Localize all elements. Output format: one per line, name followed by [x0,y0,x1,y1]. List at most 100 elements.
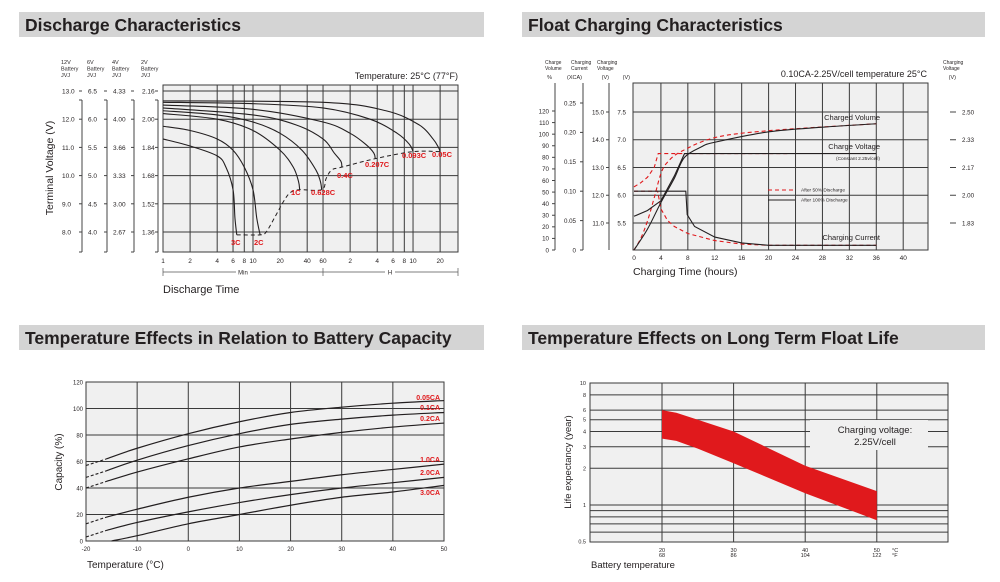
discharge-temperature-note: Temperature: 25°C (77°F) [355,71,458,81]
capacity-curve-0.2CA [106,422,445,482]
discharge-curve-2C [162,125,261,235]
header-float-charging: Float Charging Characteristics [522,12,985,37]
discharge-rate-label: 1C [291,188,301,197]
float-plot-area [632,82,929,251]
float-voltage6-tick-label: 5.5 [617,220,626,227]
life-annotation-bg [810,420,928,450]
capacity-curve-3.0CA [111,484,445,542]
float-x-tick-label: 24 [792,255,800,262]
capacity-x-tick-label: -20 [82,547,91,553]
float-current-tick-label: 0.20 [564,130,577,137]
discharge-y-column-header: Battery [87,67,105,73]
capacity-x-tick-label: 10 [236,547,243,553]
float-volume-tick-label: 10 [542,236,549,243]
discharge-rate-label: 3C [231,238,241,247]
discharge-curve-0.207C [162,104,376,159]
life-x-tick-fahrenheit: 104 [801,553,810,559]
discharge-y-column-header: 6V [87,60,94,66]
discharge-y-tick-label: 4.0 [88,230,97,237]
discharge-y-tick-label: 4.5 [88,201,97,208]
discharge-x-tick-label: 4 [375,258,379,265]
float-legend-label-50: After 50% Discharge [801,188,845,194]
life-y-tick-label: 3 [583,445,586,451]
capacity-rate-label: 0.1CA [420,405,440,412]
float-voltage6-tick-label: 6.0 [617,193,626,200]
discharge-x-tick-label: 10 [249,258,257,265]
discharge-y-tick-label: 10.0 [62,173,75,180]
float-voltage6-axis-unit: (V) [623,75,631,81]
float-x-tick-label: 20 [765,255,773,262]
life-y-tick-label: 5 [583,418,586,424]
discharge-y-tick-label: 13.0 [62,89,75,96]
capacity-curve-extrapolated-0.1CA [85,470,107,478]
discharge-x-tick-label: 20 [437,258,445,265]
float-volume-tick-label: 60 [542,178,549,185]
discharge-x-tick-label: 40 [304,258,312,265]
discharge-x-tick-label: 2 [348,258,352,265]
life-expectancy-band [662,410,877,521]
float-voltage2-tick-label: 2.17 [962,165,975,172]
float-current-axis-unit: (XCA) [567,75,582,81]
float-x-tick-label: 4 [659,255,663,262]
discharge-min-label-bg [236,268,250,276]
life-x-axis-title: Battery temperature [591,560,675,571]
discharge-y-column-header: Battery [112,67,130,73]
discharge-y-tick-label: 5.0 [88,173,97,180]
float-current-tick-label: 0.25 [564,100,577,107]
float-legend-label-100: After 100% Discharge [801,198,848,204]
float-voltage-curve [633,153,789,188]
discharge-rate-label: 0.4C [337,171,353,180]
discharge-curve-0.628C [162,110,323,190]
float-volume-tick-label: 40 [542,201,549,208]
discharge-rate-label: 0.628C [311,188,336,197]
life-annotation-line2: 2.25V/cell [854,437,896,448]
discharge-x-axis-title: Discharge Time [163,284,239,296]
float-current-axis-header: Current [571,66,588,72]
capacity-rate-label: 3.0CA [420,490,440,497]
float-x-tick-label: 36 [873,255,881,262]
discharge-y-column-header: 4V [112,60,119,66]
float-volume-label: Charged Volume [824,113,880,122]
capacity-curve-0.1CA [106,411,445,472]
life-y-tick-label: 2 [583,466,586,472]
float-volume-tick-label: 70 [542,166,549,173]
discharge-rate-label: 0.207C [365,160,390,169]
float-x-tick-label: 40 [900,255,908,262]
life-x-tick-celsius: 30 [731,548,737,554]
float-current-tick-label: 0.10 [564,189,577,196]
header-discharge: Discharge Characteristics [19,12,484,37]
discharge-h-label-bg [385,268,395,276]
discharge-y-tick-label: 9.0 [62,201,71,208]
float-voltage2-axis-header: Voltage [943,66,960,72]
float-current-tick-label: 0 [573,247,577,254]
float-condition-note: 0.10CA-2.25V/cell temperature 25°C [781,69,928,79]
discharge-y-tick-label: 12.0 [62,117,75,124]
capacity-y-tick-label: 20 [76,513,83,519]
discharge-curve-0.05C [162,100,441,152]
float-voltage-curve [633,153,877,217]
discharge-y-tick-label: 6.5 [88,89,97,96]
float-current-label: Charging Current [822,233,880,242]
discharge-x-tick-label: 60 [319,258,327,265]
life-y-tick-label: 6 [583,408,586,414]
float-voltage6-tick-label: 7.5 [617,109,626,116]
discharge-y-column-header: JVJ [141,73,150,79]
float-volume-curve [633,123,877,251]
discharge-y-tick-label: 2.16 [142,89,155,96]
discharge-y-tick-label: 8.0 [62,230,71,237]
capacity-y-tick-label: 0 [80,539,84,545]
capacity-y-tick-label: 100 [73,407,84,413]
life-y-tick-label: 1 [583,503,586,509]
discharge-y-column-header: Battery [61,67,79,73]
float-voltage12-tick-label: 11.0 [592,220,604,227]
float-x-tick-label: 8 [686,255,690,262]
float-voltage12-tick-label: 12.0 [592,193,605,200]
float-volume-axis-unit: % [547,75,552,81]
float-voltage12-tick-label: 13.0 [592,165,605,172]
float-current-tick-label: 0.15 [564,159,577,166]
header-temp-capacity: Temperature Effects in Relation to Batte… [19,325,484,350]
capacity-curve-2.0CA [106,476,445,531]
float-x-axis-title: Charging Time (hours) [633,266,737,278]
discharge-x-tick-label: 10 [409,258,417,265]
